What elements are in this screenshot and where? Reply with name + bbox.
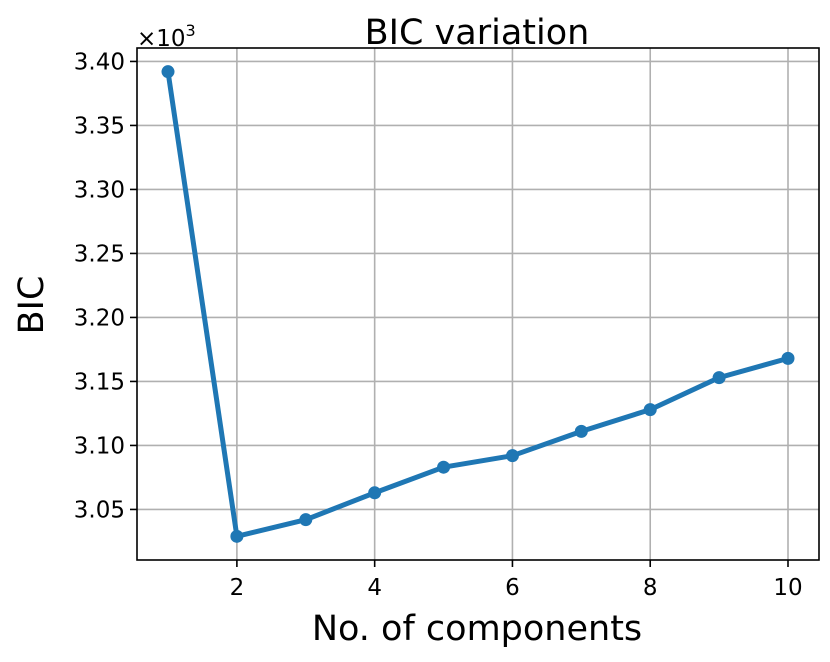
data-point [230, 529, 244, 543]
series-line [165, 69, 791, 539]
y-tick-label: 3.20 [74, 305, 125, 331]
plot-frame [136, 47, 820, 561]
y-tick-label: 3.25 [74, 241, 125, 267]
x-axis-label: No. of components [312, 609, 642, 649]
data-point [161, 65, 175, 79]
grid [137, 48, 819, 560]
tick-layer: 2 4 6 8 10 3.05 3.10 3.15 3.20 3.25 3.30 3.35 3.40 [74, 49, 803, 601]
y-tick-label: 3.30 [74, 177, 125, 203]
data-point [781, 351, 795, 365]
data-point [643, 403, 657, 417]
y-axis-label: BIC [12, 276, 52, 335]
y-tick-label: 3.15 [74, 369, 125, 395]
y-tick-label: 3.35 [74, 113, 125, 139]
y-offset-label: ×103 [137, 21, 196, 52]
x-tick-label: 10 [773, 575, 802, 601]
x-tick-label: 8 [643, 575, 658, 601]
y-tick-label: 3.40 [74, 49, 125, 75]
series-layer [161, 65, 795, 543]
y-offset-base: ×10 [137, 26, 186, 52]
x-tick-label: 4 [367, 575, 382, 601]
data-point [574, 424, 588, 438]
y-tick-label: 3.05 [74, 497, 125, 523]
x-tick-label: 2 [230, 575, 245, 601]
data-point [505, 449, 519, 463]
y-tick-label: 3.10 [74, 433, 125, 459]
data-point [712, 371, 726, 385]
y-offset-exponent: 3 [186, 21, 196, 40]
chart-title: BIC variation [365, 13, 590, 53]
data-point [437, 460, 451, 474]
data-point [368, 486, 382, 500]
x-tick-label: 6 [505, 575, 520, 601]
data-point [299, 513, 313, 527]
